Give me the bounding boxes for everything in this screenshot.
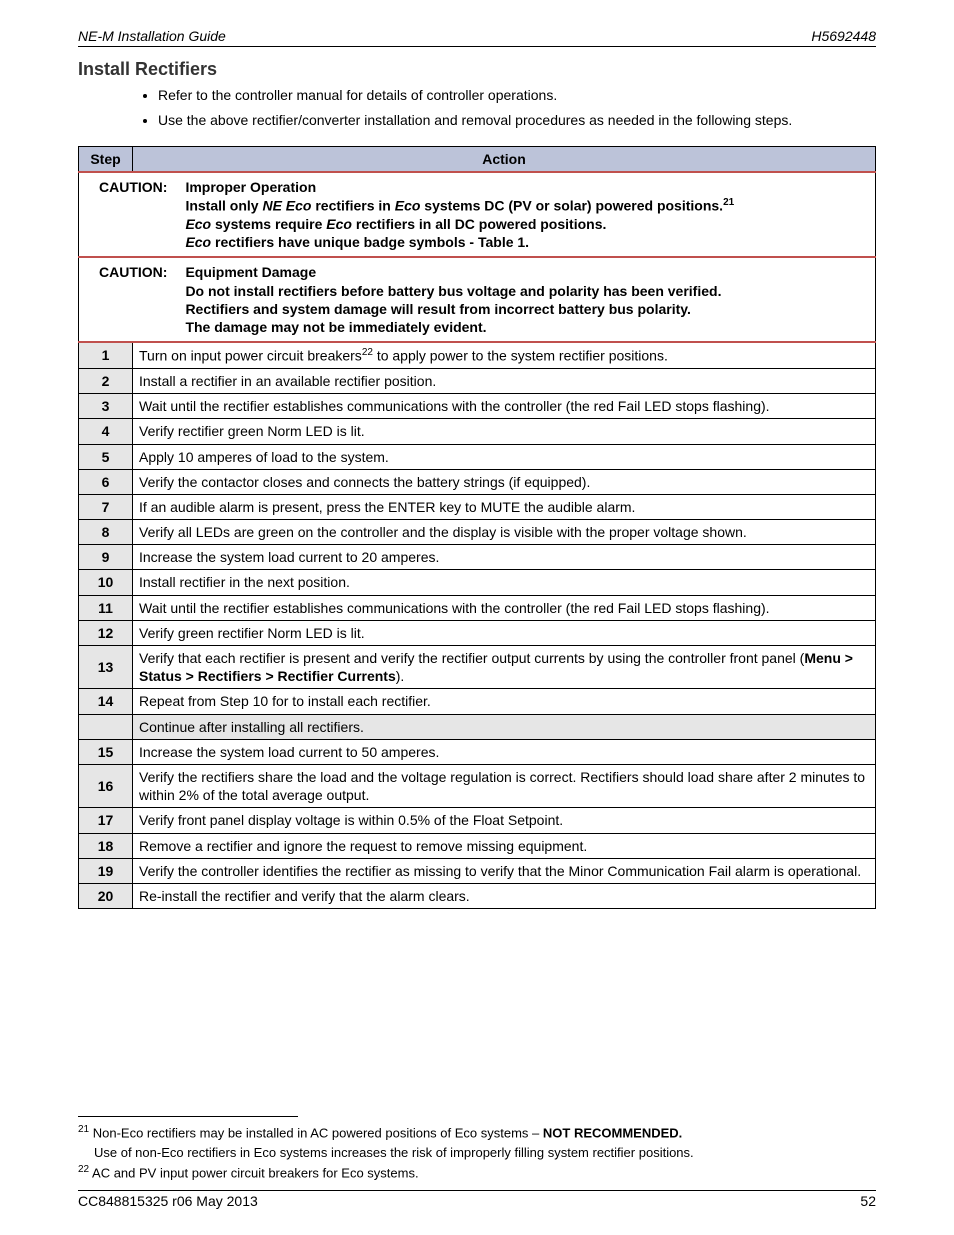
step-number: 20 bbox=[79, 883, 133, 908]
step-number: 9 bbox=[79, 545, 133, 570]
caution-row: CAUTION: Equipment Damage Do not install… bbox=[79, 257, 876, 342]
step-number: 19 bbox=[79, 858, 133, 883]
step-number: 1 bbox=[79, 342, 133, 368]
footnote-22: 22 AC and PV input power circuit breaker… bbox=[78, 1163, 876, 1182]
step-number: 2 bbox=[79, 368, 133, 393]
step-number: 7 bbox=[79, 494, 133, 519]
step-action: Verify rectifier green Norm LED is lit. bbox=[133, 419, 876, 444]
page-footer: CC848815325 r06 May 2013 52 bbox=[78, 1190, 876, 1209]
header-right: H5692448 bbox=[811, 28, 876, 44]
step-action: Apply 10 amperes of load to the system. bbox=[133, 444, 876, 469]
step-action: If an audible alarm is present, press th… bbox=[133, 494, 876, 519]
step-number: 4 bbox=[79, 419, 133, 444]
step-number: 15 bbox=[79, 739, 133, 764]
step-action: Increase the system load current to 20 a… bbox=[133, 545, 876, 570]
caution-body: Improper Operation Install only NE Eco r… bbox=[185, 178, 869, 251]
table-row: 15Increase the system load current to 50… bbox=[79, 739, 876, 764]
caution-cell: CAUTION: Improper Operation Install only… bbox=[79, 172, 876, 257]
step-action: Install a rectifier in an available rect… bbox=[133, 368, 876, 393]
step-action: Verify the controller identifies the rec… bbox=[133, 858, 876, 883]
step-number: 12 bbox=[79, 620, 133, 645]
table-row: 17Verify front panel display voltage is … bbox=[79, 808, 876, 833]
step-action: Remove a rectifier and ignore the reques… bbox=[133, 833, 876, 858]
step-action: Increase the system load current to 50 a… bbox=[133, 739, 876, 764]
step-number: 17 bbox=[79, 808, 133, 833]
footnote-21: 21 Non-Eco rectifiers may be installed i… bbox=[78, 1123, 876, 1142]
table-row: 14Repeat from Step 10 for to install eac… bbox=[79, 689, 876, 714]
step-number: 5 bbox=[79, 444, 133, 469]
section-title: Install Rectifiers bbox=[78, 59, 876, 80]
table-row: 7If an audible alarm is present, press t… bbox=[79, 494, 876, 519]
col-step: Step bbox=[79, 146, 133, 172]
step-action: Re-install the rectifier and verify that… bbox=[133, 883, 876, 908]
step-number: 10 bbox=[79, 570, 133, 595]
caution-line: Do not install rectifiers before battery… bbox=[185, 282, 869, 300]
step-action: Verify the rectifiers share the load and… bbox=[133, 764, 876, 807]
intro-bullet: Refer to the controller manual for detai… bbox=[158, 86, 876, 105]
page-header: NE-M Installation Guide H5692448 bbox=[78, 28, 876, 47]
step-number: 11 bbox=[79, 595, 133, 620]
caution-row: CAUTION: Improper Operation Install only… bbox=[79, 172, 876, 257]
footer-left: CC848815325 r06 May 2013 bbox=[78, 1193, 258, 1209]
table-row: 10Install rectifier in the next position… bbox=[79, 570, 876, 595]
caution-title: Equipment Damage bbox=[185, 263, 869, 281]
table-row: 2Install a rectifier in an available rec… bbox=[79, 368, 876, 393]
table-header-row: Step Action bbox=[79, 146, 876, 172]
caution-title: Improper Operation bbox=[185, 178, 869, 196]
table-row: 3Wait until the rectifier establishes co… bbox=[79, 394, 876, 419]
step-action: Verify the contactor closes and connects… bbox=[133, 469, 876, 494]
table-row: 11Wait until the rectifier establishes c… bbox=[79, 595, 876, 620]
caution-line: Eco systems require Eco rectifiers in al… bbox=[185, 215, 869, 233]
step-action: Install rectifier in the next position. bbox=[133, 570, 876, 595]
caution-label: CAUTION: bbox=[85, 263, 167, 336]
footer-page-number: 52 bbox=[860, 1193, 876, 1209]
table-row: 19Verify the controller identifies the r… bbox=[79, 858, 876, 883]
step-number: 13 bbox=[79, 646, 133, 689]
table-row: 20Re-install the rectifier and verify th… bbox=[79, 883, 876, 908]
footnote-rule bbox=[78, 1116, 298, 1117]
step-number: 18 bbox=[79, 833, 133, 858]
footnotes-section: 21 Non-Eco rectifiers may be installed i… bbox=[78, 1116, 876, 1209]
continuation-note-row: Continue after installing all rectifiers… bbox=[79, 714, 876, 739]
step-action: Repeat from Step 10 for to install each … bbox=[133, 689, 876, 714]
step-number: 14 bbox=[79, 689, 133, 714]
caution-label: CAUTION: bbox=[85, 178, 167, 251]
step-number: 16 bbox=[79, 764, 133, 807]
table-row: 13 Verify that each rectifier is present… bbox=[79, 646, 876, 689]
caution-line: Rectifiers and system damage will result… bbox=[185, 300, 869, 318]
table-row: 16Verify the rectifiers share the load a… bbox=[79, 764, 876, 807]
step-action: Turn on input power circuit breakers22 t… bbox=[133, 342, 876, 368]
table-row: 4Verify rectifier green Norm LED is lit. bbox=[79, 419, 876, 444]
step-number bbox=[79, 714, 133, 739]
step-number: 6 bbox=[79, 469, 133, 494]
caution-body: Equipment Damage Do not install rectifie… bbox=[185, 263, 869, 336]
step-action: Wait until the rectifier establishes com… bbox=[133, 595, 876, 620]
table-row: 9Increase the system load current to 20 … bbox=[79, 545, 876, 570]
step-action: Continue after installing all rectifiers… bbox=[133, 714, 876, 739]
table-row: 18Remove a rectifier and ignore the requ… bbox=[79, 833, 876, 858]
steps-table: Step Action CAUTION: Improper Operation … bbox=[78, 146, 876, 909]
intro-bullet: Use the above rectifier/converter instal… bbox=[158, 111, 876, 130]
document-page: NE-M Installation Guide H5692448 Install… bbox=[0, 0, 954, 1235]
step-action: Verify green rectifier Norm LED is lit. bbox=[133, 620, 876, 645]
step-action: Wait until the rectifier establishes com… bbox=[133, 394, 876, 419]
footnote-21-cont: Use of non-Eco rectifiers in Eco systems… bbox=[78, 1144, 876, 1162]
step-number: 8 bbox=[79, 520, 133, 545]
step-action: Verify that each rectifier is present an… bbox=[133, 646, 876, 689]
table-row: 12Verify green rectifier Norm LED is lit… bbox=[79, 620, 876, 645]
caution-line: Eco rectifiers have unique badge symbols… bbox=[185, 233, 869, 251]
intro-list: Refer to the controller manual for detai… bbox=[78, 86, 876, 136]
caution-cell: CAUTION: Equipment Damage Do not install… bbox=[79, 257, 876, 342]
table-row: 6Verify the contactor closes and connect… bbox=[79, 469, 876, 494]
caution-line: The damage may not be immediately eviden… bbox=[185, 318, 869, 336]
caution-line: Install only NE Eco rectifiers in Eco sy… bbox=[185, 196, 869, 215]
table-row: 5Apply 10 amperes of load to the system. bbox=[79, 444, 876, 469]
table-row: 1 Turn on input power circuit breakers22… bbox=[79, 342, 876, 368]
step-number: 3 bbox=[79, 394, 133, 419]
col-action: Action bbox=[133, 146, 876, 172]
step-action: Verify all LEDs are green on the control… bbox=[133, 520, 876, 545]
step-action: Verify front panel display voltage is wi… bbox=[133, 808, 876, 833]
header-left: NE-M Installation Guide bbox=[78, 28, 226, 44]
table-row: 8Verify all LEDs are green on the contro… bbox=[79, 520, 876, 545]
